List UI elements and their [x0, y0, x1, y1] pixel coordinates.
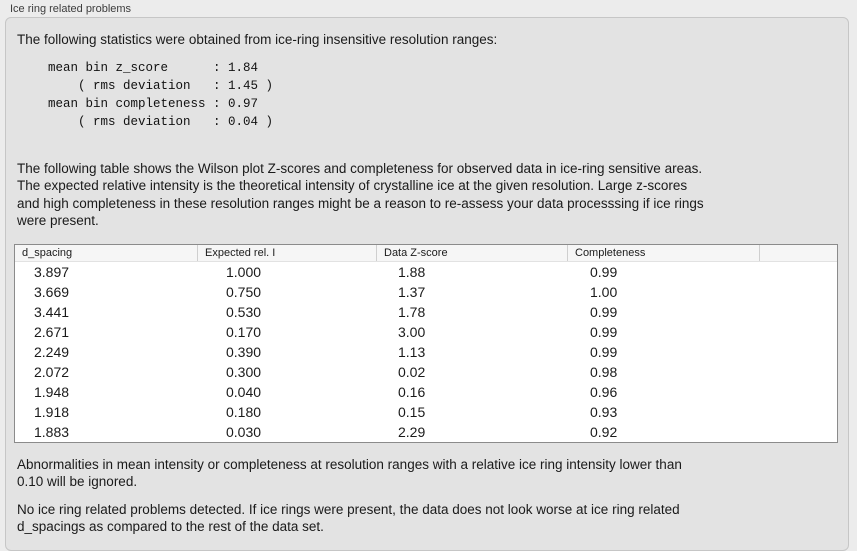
cell-completeness: 0.92: [590, 423, 618, 440]
cell-data-z-score: 1.37: [398, 283, 426, 300]
column-header-data-z-score[interactable]: Data Z-score: [376, 244, 567, 261]
cell-d-spacing: 3.897: [34, 263, 70, 280]
cell-completeness: 0.96: [590, 383, 618, 400]
table-body: 3.897 1.000 1.88 0.99 3.669 0.750 1.37 1.00 3.44…: [15, 261, 837, 442]
cell-expected-rel-i: 0.180: [226, 403, 262, 420]
cell-data-z-score: 0.02: [398, 363, 426, 380]
ignore-threshold-text: Abnormalities in mean intensity or compl…: [17, 456, 682, 490]
table-row[interactable]: 2.249 0.390 1.13 0.99: [15, 341, 837, 362]
cell-d-spacing: 2.249: [34, 343, 70, 360]
cell-empty: [759, 322, 837, 342]
table-row[interactable]: 3.441 0.530 1.78 0.99: [15, 301, 837, 322]
cell-empty: [759, 362, 837, 382]
table-header-row: d_spacing Expected rel. I Data Z-score Comp…: [15, 244, 837, 262]
cell-completeness: 0.99: [590, 263, 618, 280]
cell-d-spacing: 1.918: [34, 403, 70, 420]
cell-empty: [759, 402, 837, 422]
cell-d-spacing: 3.441: [34, 303, 70, 320]
cell-expected-rel-i: 0.040: [226, 383, 262, 400]
table-row[interactable]: 2.072 0.300 0.02 0.98: [15, 361, 837, 382]
cell-expected-rel-i: 0.170: [226, 323, 262, 340]
cell-data-z-score: 0.16: [398, 383, 426, 400]
cell-completeness: 0.99: [590, 303, 618, 320]
table-row[interactable]: 3.669 0.750 1.37 1.00: [15, 281, 837, 302]
cell-d-spacing: 2.671: [34, 323, 70, 340]
cell-expected-rel-i: 0.300: [226, 363, 262, 380]
cell-data-z-score: 2.29: [398, 423, 426, 440]
cell-empty: [759, 342, 837, 362]
cell-data-z-score: 3.00: [398, 323, 426, 340]
stats-block: mean bin z_score : 1.84 ( rms deviation …: [48, 60, 274, 129]
cell-empty: [759, 422, 837, 442]
table-description-text: The following table shows the Wilson plo…: [17, 160, 704, 229]
table-row[interactable]: 1.948 0.040 0.16 0.96: [15, 381, 837, 402]
conclusion-text: No ice ring related problems detected. I…: [17, 501, 680, 535]
table-row[interactable]: 1.883 0.030 2.29 0.92: [15, 421, 837, 442]
cell-completeness: 0.98: [590, 363, 618, 380]
cell-expected-rel-i: 0.750: [226, 283, 262, 300]
cell-empty: [759, 302, 837, 322]
column-header-expected-rel-i[interactable]: Expected rel. I: [197, 244, 376, 261]
column-header-d-spacing[interactable]: d_spacing: [22, 246, 73, 259]
cell-empty: [759, 382, 837, 402]
cell-completeness: 1.00: [590, 283, 618, 300]
table-row[interactable]: 2.671 0.170 3.00 0.99: [15, 321, 837, 342]
cell-completeness: 0.93: [590, 403, 618, 420]
group-box-title: Ice ring related problems: [10, 3, 132, 15]
cell-data-z-score: 1.13: [398, 343, 426, 360]
table-row[interactable]: 3.897 1.000 1.88 0.99: [15, 261, 837, 282]
cell-completeness: 0.99: [590, 343, 618, 360]
cell-d-spacing: 1.883: [34, 423, 70, 440]
cell-expected-rel-i: 0.530: [226, 303, 262, 320]
cell-completeness: 0.99: [590, 323, 618, 340]
ice-ring-report-panel: The following statistics were obtained f…: [5, 17, 849, 551]
cell-data-z-score: 0.15: [398, 403, 426, 420]
intro-text: The following statistics were obtained f…: [17, 32, 498, 47]
cell-d-spacing: 1.948: [34, 383, 70, 400]
cell-d-spacing: 2.072: [34, 363, 70, 380]
cell-expected-rel-i: 0.390: [226, 343, 262, 360]
table-row[interactable]: 1.918 0.180 0.15 0.93: [15, 401, 837, 422]
cell-empty: [759, 282, 837, 302]
cell-empty: [759, 262, 837, 282]
cell-expected-rel-i: 1.000: [226, 263, 262, 280]
cell-expected-rel-i: 0.030: [226, 423, 262, 440]
column-header-empty[interactable]: [759, 244, 837, 261]
column-header-completeness[interactable]: Completeness: [567, 244, 759, 261]
ice-ring-table[interactable]: d_spacing Expected rel. I Data Z-score Comp…: [14, 243, 838, 443]
cell-data-z-score: 1.88: [398, 263, 426, 280]
cell-d-spacing: 3.669: [34, 283, 70, 300]
cell-data-z-score: 1.78: [398, 303, 426, 320]
